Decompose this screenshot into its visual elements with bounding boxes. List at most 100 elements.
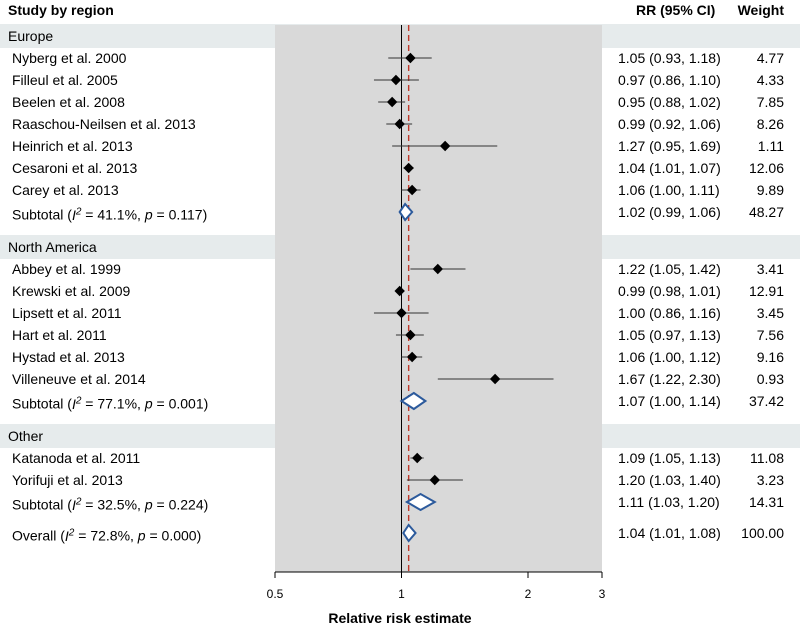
subtotal-label: Subtotal (I2 = 41.1%, p = 0.117) <box>12 203 207 224</box>
weight-value: 0.93 <box>756 371 784 387</box>
weight-value: 1.11 <box>757 138 784 154</box>
weight-value: 3.45 <box>756 305 784 321</box>
weight-value: 100.00 <box>741 525 784 541</box>
p-symbol: p <box>144 206 153 223</box>
weight-value: 7.56 <box>756 327 784 343</box>
header-study: Study by region <box>8 2 114 18</box>
rr-value: 1.02 (0.99, 1.06) <box>618 204 721 220</box>
superscript: 2 <box>75 206 82 217</box>
weight-value: 8.26 <box>756 116 784 132</box>
point-estimate <box>403 162 414 174</box>
point-estimate <box>394 118 405 130</box>
point-estimate <box>386 96 398 108</box>
study-label: Nyberg et al. 2000 <box>12 50 127 66</box>
rr-value: 1.06 (1.00, 1.12) <box>618 349 721 365</box>
header-rr: RR (95% CI) <box>636 2 716 18</box>
x-tick-label: 1 <box>398 587 405 601</box>
i-squared-value: = 41.1%, <box>81 206 145 223</box>
rr-value: 0.95 (0.88, 1.02) <box>618 94 721 110</box>
weight-value: 9.16 <box>756 349 784 365</box>
point-estimate <box>432 263 443 275</box>
weight-value: 3.41 <box>756 261 784 277</box>
i-squared-value: = 72.8%, <box>74 527 138 544</box>
weight-value: 3.23 <box>756 472 784 488</box>
i-squared-value: = 32.5%, <box>81 496 145 513</box>
overall-label: Overall (I2 = 72.8%, p = 0.000) <box>12 524 201 545</box>
p-value: = 0.224) <box>152 496 209 513</box>
study-label: Yorifuji et al. 2013 <box>12 472 123 488</box>
point-estimate <box>394 285 405 297</box>
p-value: = 0.117) <box>152 206 208 223</box>
region-label: Other <box>8 428 44 444</box>
subtotal-label: Subtotal (I2 = 32.5%, p = 0.224) <box>12 493 208 514</box>
rr-value: 1.04 (1.01, 1.08) <box>618 525 721 541</box>
weight-value: 14.31 <box>748 494 784 510</box>
study-label: Krewski et al. 2009 <box>12 283 131 299</box>
weight-value: 37.42 <box>748 393 784 409</box>
rr-value: 1.20 (1.03, 1.40) <box>618 472 721 488</box>
superscript: 2 <box>68 527 75 538</box>
i-squared-symbol: I2 <box>64 527 75 544</box>
rr-value: 1.07 (1.00, 1.14) <box>618 393 721 409</box>
point-estimate <box>390 74 402 86</box>
study-label: Raaschou-Neilsen et al. 2013 <box>12 116 196 132</box>
subtotal-diamond <box>399 391 428 411</box>
subtotal-label: Subtotal (I2 = 77.1%, p = 0.001) <box>12 392 208 413</box>
superscript: 2 <box>75 395 82 406</box>
study-label: Lipsett et al. 2011 <box>12 305 122 321</box>
point-estimate <box>489 373 501 385</box>
region-label: Europe <box>8 28 54 44</box>
weight-value: 4.33 <box>756 72 784 88</box>
p-symbol: p <box>144 496 153 513</box>
rr-value: 1.05 (0.97, 1.13) <box>618 327 721 343</box>
p-symbol: p <box>144 395 153 412</box>
point-estimate <box>412 452 423 464</box>
point-estimate <box>439 140 451 152</box>
i-squared-symbol: I2 <box>71 496 82 513</box>
rr-value: 1.11 (1.03, 1.20) <box>618 494 720 510</box>
weight-value: 9.89 <box>756 182 784 198</box>
study-label: Carey et al. 2013 <box>12 182 119 198</box>
weight-value: 7.85 <box>756 94 784 110</box>
rr-value: 1.27 (0.95, 1.69) <box>618 138 721 154</box>
weight-value: 12.91 <box>748 283 784 299</box>
weight-value: 12.06 <box>748 160 784 176</box>
point-estimate <box>429 474 440 486</box>
point-estimate <box>396 307 407 319</box>
header-weight: Weight <box>737 2 784 18</box>
study-label: Hystad et al. 2013 <box>12 349 125 365</box>
x-axis-label: Relative risk estimate <box>328 610 472 626</box>
weight-value: 48.27 <box>748 204 784 220</box>
p-value: = 0.000) <box>145 527 202 544</box>
weight-value: 4.77 <box>756 50 784 66</box>
rr-value: 1.67 (1.22, 2.30) <box>618 371 721 387</box>
point-estimate <box>405 329 416 341</box>
weight-value: 11.08 <box>750 450 784 466</box>
x-tick-label: 2 <box>524 587 532 601</box>
study-label: Filleul et al. 2005 <box>12 72 118 88</box>
label-prefix: Subtotal ( <box>12 496 72 513</box>
rr-value: 1.00 (0.86, 1.16) <box>618 305 721 321</box>
rr-value: 1.05 (0.93, 1.18) <box>618 50 721 66</box>
point-estimate <box>406 351 418 363</box>
rr-value: 0.99 (0.92, 1.06) <box>618 116 721 132</box>
x-tick-label: 0.5 <box>266 587 284 601</box>
overall-diamond <box>402 523 417 543</box>
point-estimate <box>406 184 418 196</box>
label-prefix: Overall ( <box>12 527 65 544</box>
rr-value: 1.22 (1.05, 1.42) <box>618 261 721 277</box>
subtotal-diamond <box>404 492 437 512</box>
rr-value: 1.09 (1.05, 1.13) <box>618 450 721 466</box>
study-label: Cesaroni et al. 2013 <box>12 160 138 176</box>
study-label: Katanoda et al. 2011 <box>12 450 141 466</box>
rr-value: 0.99 (0.98, 1.01) <box>618 283 721 299</box>
study-label: Beelen et al. 2008 <box>12 94 125 110</box>
superscript: 2 <box>75 496 82 507</box>
rr-value: 1.04 (1.01, 1.07) <box>618 160 721 176</box>
study-label: Hart et al. 2011 <box>12 327 107 343</box>
x-tick-label: 3 <box>598 587 606 601</box>
i-squared-value: = 77.1%, <box>81 395 145 412</box>
region-label: North America <box>8 239 97 255</box>
